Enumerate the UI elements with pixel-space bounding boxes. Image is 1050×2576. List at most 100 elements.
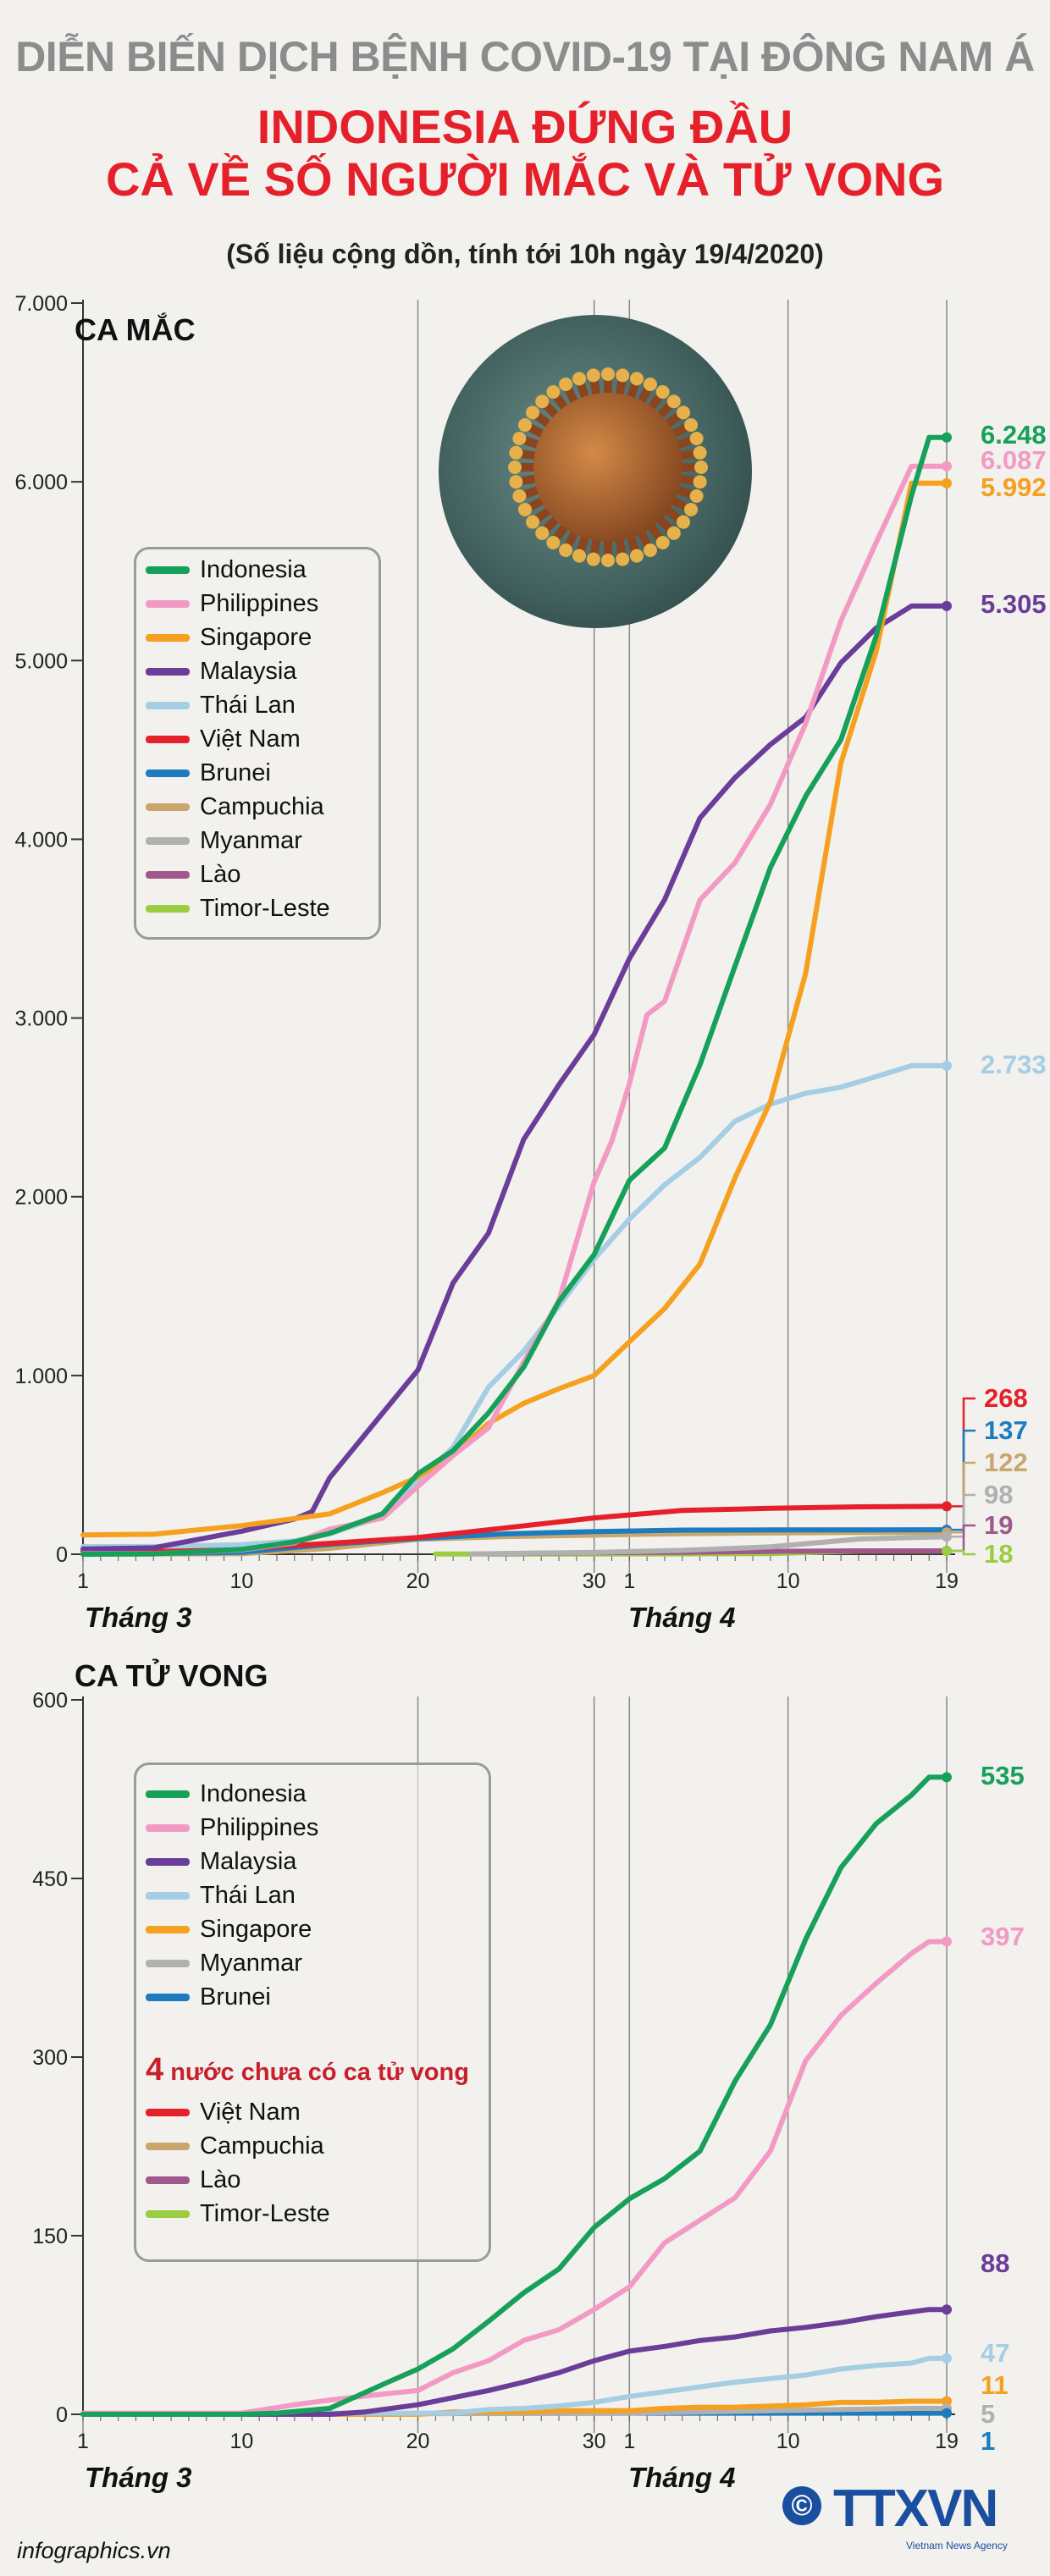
x-tick-label: 19 (935, 1569, 959, 1593)
cases-legend-item-timor-leste: Timor-Leste (146, 892, 330, 924)
y-tick-label: 0 (56, 2403, 68, 2427)
data-label-myanmar: 98 (984, 1480, 1013, 1509)
legend-label: Singapore (200, 623, 312, 651)
cases-legend-item-viet-nam: Việt Nam (146, 723, 301, 755)
y-tick-label: 7.000 (14, 292, 68, 316)
y-tick-label: 300 (32, 2046, 68, 2070)
x-tick-label: 10 (776, 1569, 800, 1593)
chart-title: CA MẮC (75, 312, 196, 347)
virus-spike-tip (559, 543, 573, 558)
virus-spike-tip (509, 475, 523, 489)
legend-swatch (146, 2209, 190, 2218)
ttxvn-logo: TTXVN (833, 2479, 998, 2538)
data-label-indonesia: 6.248 (981, 420, 1047, 450)
deaths-legend-item-brunei: Brunei (146, 1981, 271, 2013)
legend-swatch (146, 1891, 190, 1900)
legend-swatch (146, 1925, 190, 1933)
legend-swatch (146, 1790, 190, 1798)
x-tick-label: 10 (776, 2430, 800, 2453)
y-tick-label: 1.000 (14, 1365, 68, 1388)
legend-label: Myanmar (200, 1949, 302, 1977)
series-line-thai-lan (80, 2355, 949, 2417)
virus-spike-tip (559, 377, 573, 391)
virus-spike-tip (693, 475, 707, 489)
data-label-lao: 19 (984, 1510, 1013, 1540)
cases-legend-item-malaysia: Malaysia (146, 655, 296, 687)
no-death-count: 4 (146, 2052, 164, 2088)
data-label-thai-lan: 47 (981, 2338, 1009, 2368)
y-tick-label: 600 (32, 1689, 68, 1713)
end-point-thai-lan (942, 2353, 952, 2364)
series-line-myanmar (468, 1534, 949, 1557)
legend-label: Thái Lan (200, 691, 296, 719)
x-tick-label: 1 (623, 2430, 635, 2453)
virus-spike-tip (512, 432, 527, 446)
end-point-malaysia (942, 2304, 952, 2315)
x-tick-label: 30 (583, 1569, 606, 1593)
nodeath-legend-item-viet-nam: Việt Nam (146, 2096, 301, 2128)
cases-legend-item-indonesia: Indonesia (146, 554, 307, 586)
virus-spike-tip (601, 367, 615, 381)
legend-swatch (146, 735, 190, 743)
virus-spike-tip (509, 445, 523, 460)
legend-label: Malaysia (200, 1847, 297, 1875)
x-tick-label: 1 (77, 1569, 89, 1593)
x-tick-label: 19 (935, 2430, 959, 2453)
virus-spike-tip (535, 394, 550, 409)
end-point-singapore (942, 477, 952, 488)
legend-label: Việt Nam (200, 2098, 301, 2126)
cases-legend-item-thai-lan: Thái Lan (146, 689, 296, 721)
series-line-philippines (80, 463, 949, 1557)
virus-spike-tip (512, 488, 527, 503)
virus-spike-tip (616, 368, 630, 383)
legend-swatch (146, 2142, 190, 2150)
legend-label: Philippines (200, 1813, 319, 1841)
virus-spike-tip (629, 372, 644, 386)
y-tick-label: 0 (56, 1543, 68, 1567)
data-label-brunei: 137 (984, 1415, 1028, 1445)
deaths-legend-item-myanmar: Myanmar (146, 1947, 302, 1979)
subtitle: (Số liệu cộng dồn, tính tới 10h ngày 19/… (226, 239, 824, 269)
end-point-timor-leste (942, 1546, 952, 1557)
legend-swatch (146, 667, 190, 676)
legend-swatch (146, 2176, 190, 2184)
leader-line-myanmar (952, 1493, 975, 1538)
end-point-brunei (942, 2408, 952, 2419)
virus-spike-tip (694, 461, 708, 474)
end-point-viet-nam (942, 1501, 952, 1512)
virus-spike-tip (546, 535, 561, 549)
chart-title: CA TỬ VONG (75, 1658, 268, 1693)
virus-icon (508, 367, 708, 567)
virus-spike-tip (508, 461, 522, 474)
data-label-malaysia: 5.305 (981, 589, 1047, 619)
y-tick-label: 3.000 (14, 1007, 68, 1031)
virus-spike-tip (693, 445, 707, 460)
series-line-malaysia (80, 2307, 949, 2417)
series-line-indonesia (80, 434, 949, 1557)
virus-spike-tip (689, 432, 704, 446)
virus-spike-tip (572, 549, 587, 563)
legend-label: Brunei (200, 1983, 271, 2011)
legend-swatch (146, 870, 190, 879)
month-label-april: Tháng 4 (628, 2462, 736, 2493)
leader-line-timor-leste (952, 1549, 975, 1556)
nodeath-legend-item-timor-leste: Timor-Leste (146, 2198, 330, 2230)
cases-legend-item-singapore: Singapore (146, 621, 312, 654)
legend-label: Việt Nam (200, 725, 301, 753)
data-label-myanmar: 5 (981, 2399, 995, 2429)
legend-label: Indonesia (200, 555, 307, 583)
series-line-singapore (80, 480, 949, 1538)
month-label-march: Tháng 3 (85, 2462, 192, 2493)
y-tick-label: 6.000 (14, 471, 68, 494)
data-label-singapore: 11 (981, 2370, 1009, 2400)
x-tick-label: 10 (229, 2430, 253, 2453)
y-tick-label: 150 (32, 2225, 68, 2248)
copyright-icon: © (782, 2486, 821, 2525)
virus-spike-tip (586, 368, 600, 383)
data-label-viet-nam: 268 (984, 1383, 1028, 1413)
legend-label: Thái Lan (200, 1881, 296, 1909)
cases-legend-item-brunei: Brunei (146, 757, 271, 789)
legend-label: Philippines (200, 589, 319, 617)
headline-line-2: CẢ VỀ SỐ NGƯỜI MẮC VÀ TỬ VONG (105, 152, 945, 206)
virus-spike-tip (517, 502, 532, 516)
